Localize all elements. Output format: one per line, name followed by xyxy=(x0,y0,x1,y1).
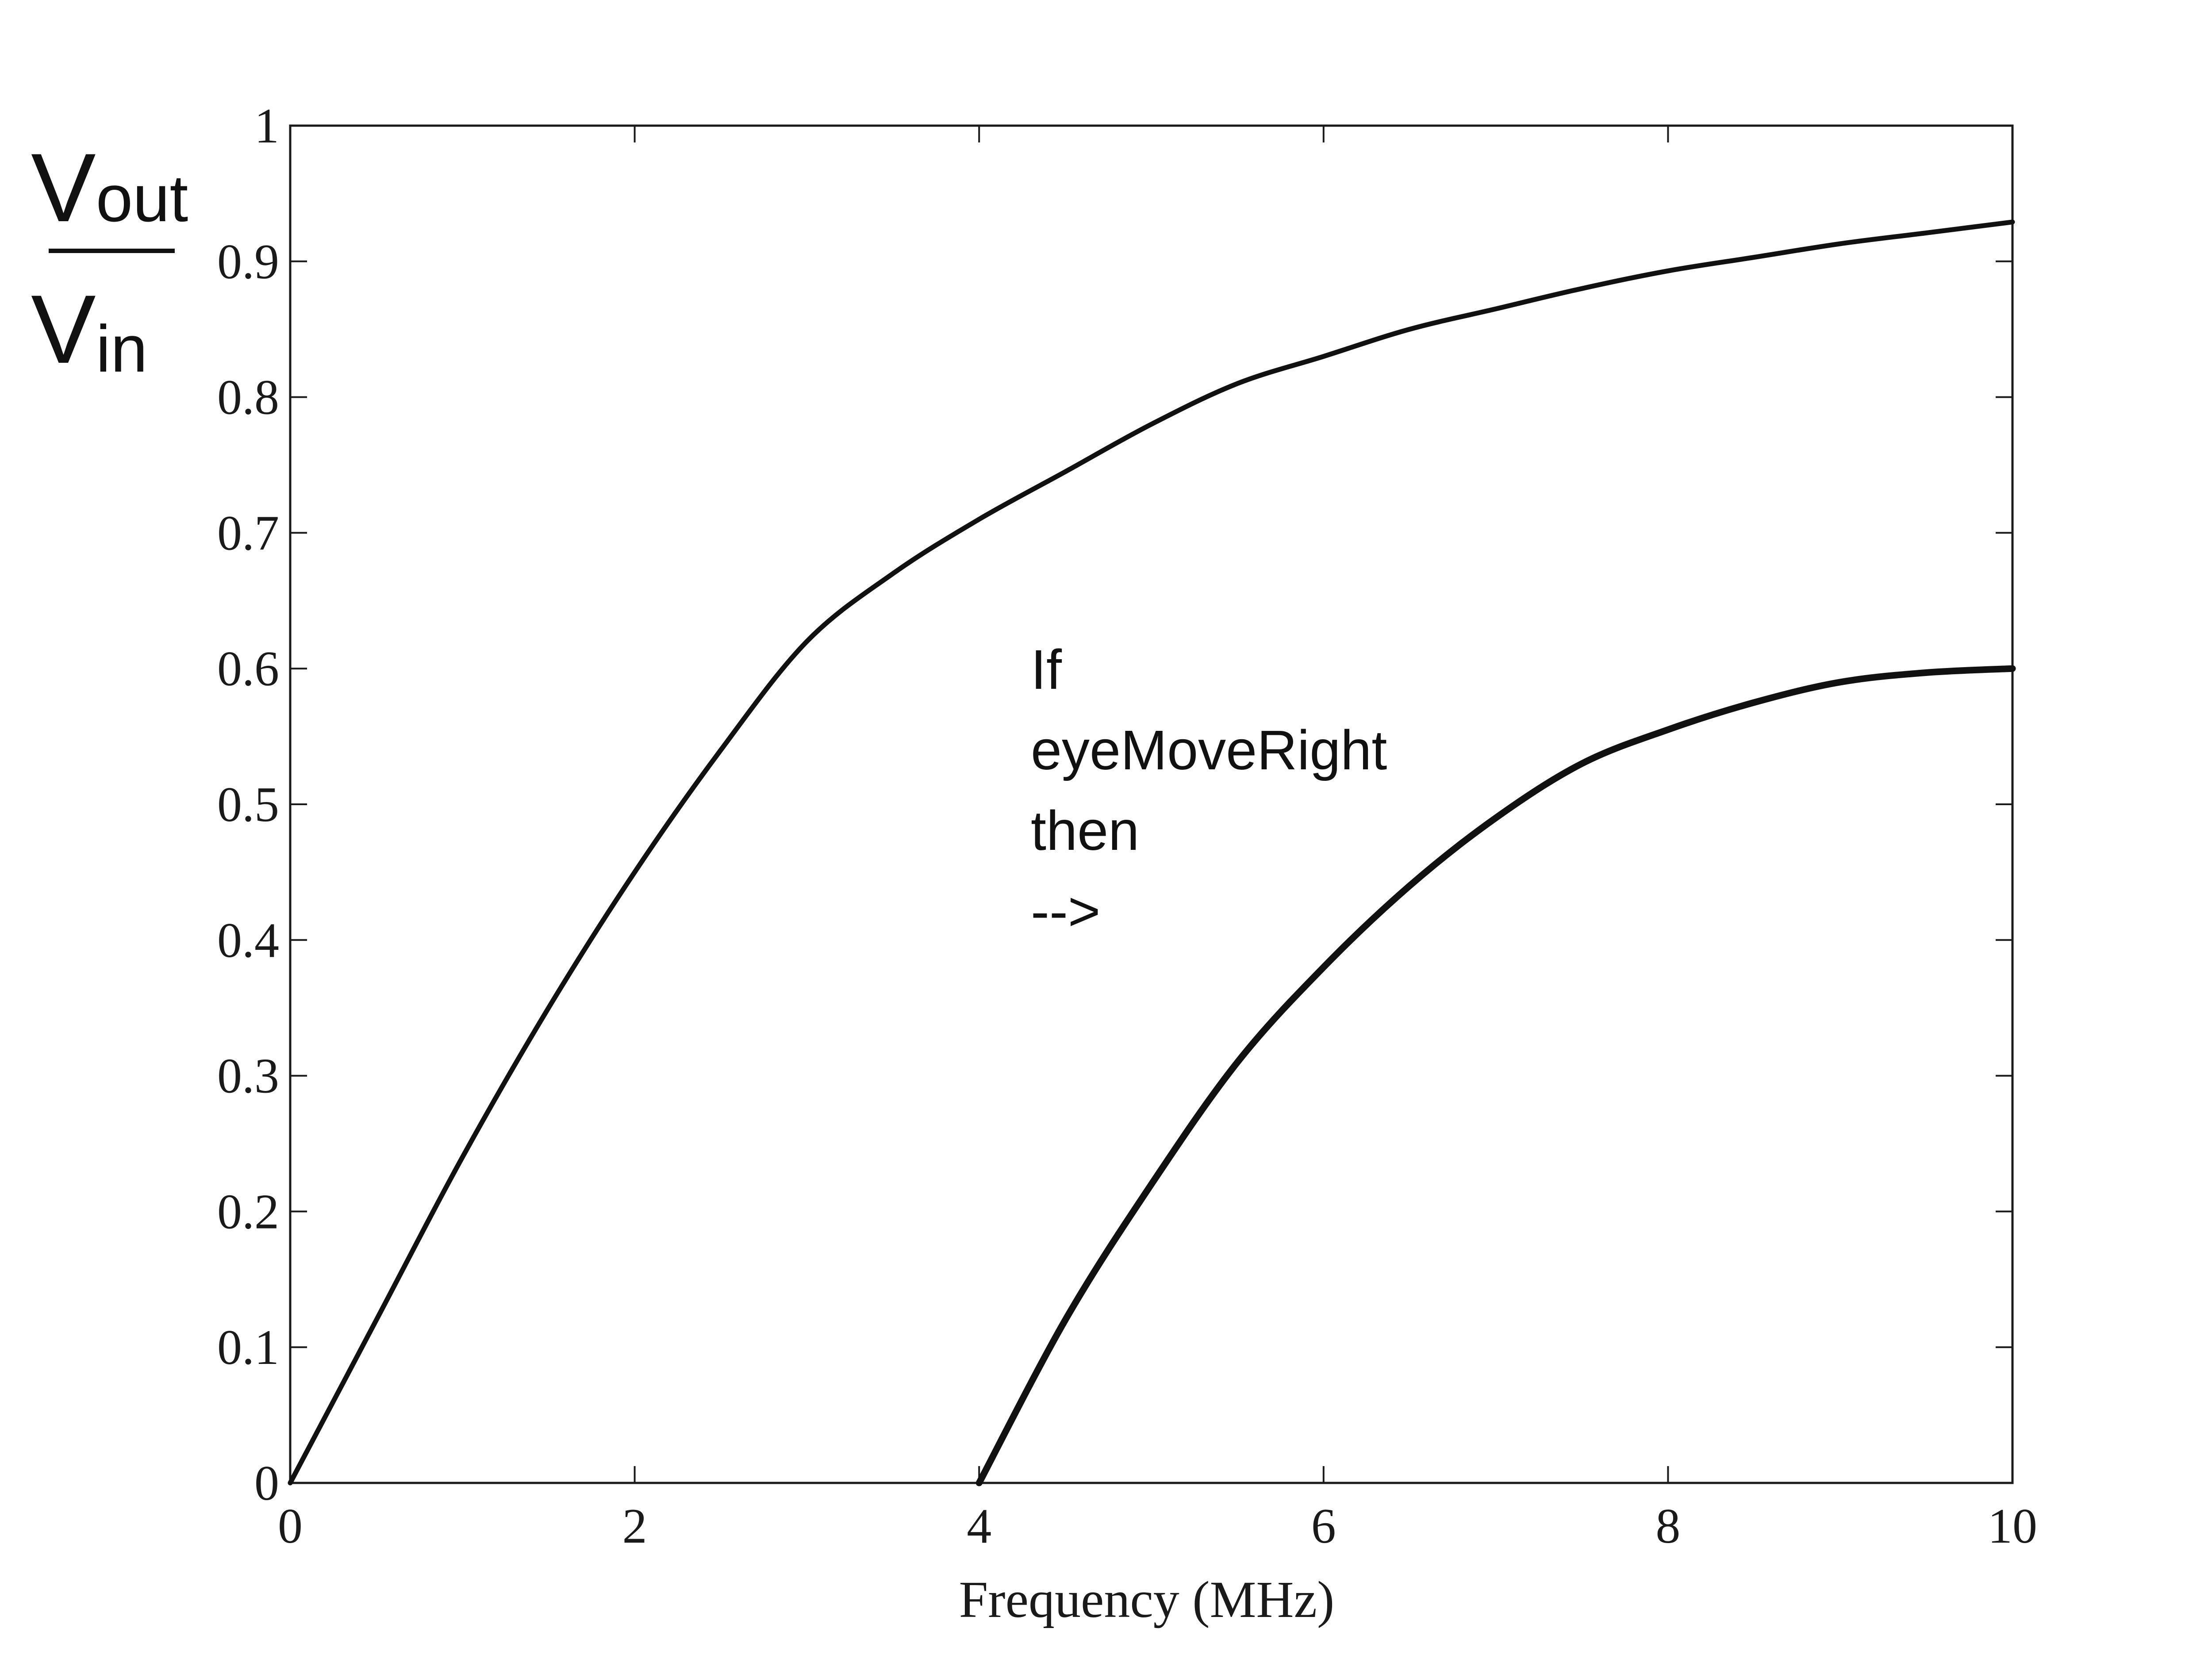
y-tick-label: 0.5 xyxy=(217,777,279,832)
annotation-line: then xyxy=(1031,799,1139,862)
tick-labels: 0 2 4 6 8 10 0 0.1 0.2 0.3 0.4 0.5 0.6 0.7 0.8 0.9 1 xyxy=(217,99,2037,1554)
axis-ticks xyxy=(289,125,2013,1484)
y-tick-label: 1 xyxy=(254,99,279,154)
y-tick-label: 0.8 xyxy=(217,370,279,425)
y-tick-label: 0.4 xyxy=(217,913,279,968)
x-axis-label: Frequency (MHz) xyxy=(959,1571,1335,1628)
svg-text:Vin: Vin xyxy=(31,275,148,386)
series-line-2 xyxy=(975,665,2016,1486)
y-tick-label: 0.1 xyxy=(217,1320,279,1375)
annotation-line: --> xyxy=(1031,880,1101,942)
ylabel-numerator-base: V xyxy=(31,133,96,242)
x-tick-label: 2 xyxy=(622,1499,647,1554)
annotation: If eyeMoveRight then --> xyxy=(1031,638,1387,942)
x-tick-label: 10 xyxy=(1988,1499,2037,1554)
x-tick-label: 8 xyxy=(1655,1499,1680,1554)
ylabel-numerator-sub: out xyxy=(96,161,188,235)
x-tick-label: 6 xyxy=(1311,1499,1336,1554)
x-tick-label: 0 xyxy=(278,1499,303,1554)
y-tick-label: 0.2 xyxy=(217,1184,279,1239)
series-line-1 xyxy=(288,219,2015,1486)
annotation-line: If xyxy=(1031,638,1062,701)
y-tick-label: 0.3 xyxy=(217,1049,279,1104)
y-tick-label: 0.6 xyxy=(217,641,279,696)
ylabel-denominator-sub: in xyxy=(96,311,148,386)
x-tick-label: 4 xyxy=(967,1499,991,1554)
annotation-line: eyeMoveRight xyxy=(1031,719,1387,781)
plot-box xyxy=(289,124,2014,1484)
y-tick-label: 0.9 xyxy=(217,234,279,289)
y-tick-label: 0.7 xyxy=(217,506,279,561)
ylabel-denominator-base: V xyxy=(31,275,96,384)
series-group xyxy=(288,219,2016,1486)
svg-text:Vout: Vout xyxy=(31,133,188,242)
y-tick-label: 0 xyxy=(254,1456,279,1511)
plot-frame xyxy=(289,124,2014,1484)
y-axis-label: Vout Vin xyxy=(31,133,188,386)
